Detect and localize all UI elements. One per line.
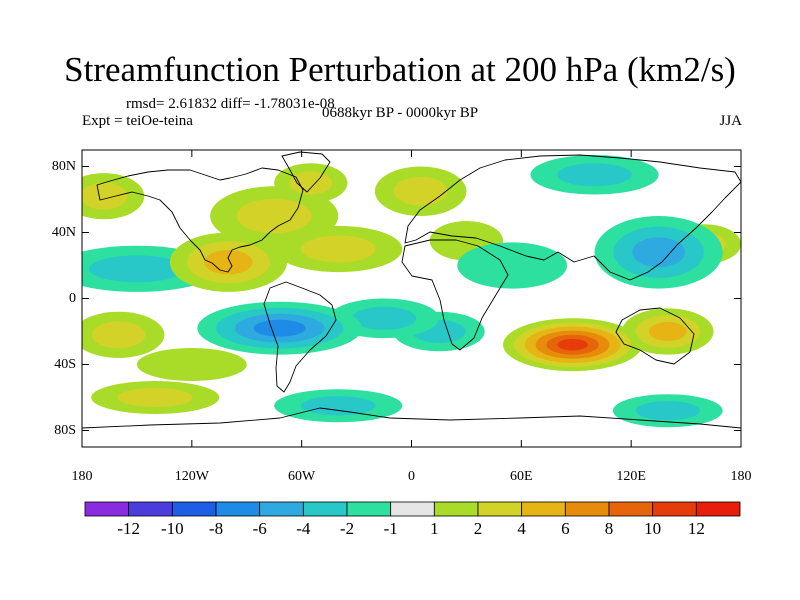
colorbar-swatch — [128, 501, 173, 517]
colorbar-label: 8 — [604, 519, 614, 538]
x-tick-label: 180 — [71, 469, 93, 484]
anomaly-contour — [300, 396, 376, 416]
anomaly-11 — [274, 389, 403, 423]
anomaly-3 — [82, 173, 145, 220]
colorbar-swatch — [84, 501, 130, 517]
anomaly-contour — [557, 338, 588, 351]
colorbar-label: 12 — [687, 519, 705, 538]
colorbar-swatch — [477, 501, 523, 517]
season-label: JJA — [719, 113, 742, 129]
colorbar-label: -12 — [117, 519, 140, 538]
colorbar-label: 4 — [517, 519, 526, 538]
anomaly-contour — [82, 182, 128, 210]
x-tick-label: 60W — [288, 469, 316, 484]
anomaly-18 — [169, 232, 288, 292]
colorbar-swatch — [521, 501, 566, 517]
anomaly-contour — [352, 306, 417, 330]
colorbar-swatch — [346, 501, 392, 517]
anomaly-9 — [612, 394, 723, 428]
anomaly-21 — [503, 318, 643, 372]
colorbar-swatch — [215, 501, 261, 517]
coastline-antarctica — [82, 407, 741, 429]
anomaly-contour — [91, 321, 146, 349]
coastline-europe-asia — [404, 154, 741, 281]
anomaly-contour — [632, 237, 686, 268]
coastline-australia — [615, 307, 695, 365]
y-tick-label: 80S — [54, 422, 76, 438]
anomaly-contour — [253, 319, 306, 337]
coastline-greenland — [281, 151, 331, 193]
colorbar-label: 1 — [430, 519, 439, 538]
y-tick-label: 0 — [69, 290, 76, 306]
anomaly-16 — [91, 381, 220, 414]
colorbar-swatch — [259, 501, 304, 517]
colorbar-swatch — [652, 501, 697, 517]
colorbar-label: -6 — [252, 519, 267, 538]
stats-text: rmsd= 2.61832 diff= -1.78031e-08 — [126, 96, 335, 112]
colorbar-swatch — [302, 501, 348, 517]
anomaly-contour — [635, 401, 700, 421]
anomaly-contour — [300, 235, 376, 263]
colorbar-label: -4 — [296, 519, 311, 538]
anomaly-contour — [393, 176, 448, 206]
coastline-south-america — [263, 281, 337, 393]
x-tick-label: 60E — [510, 469, 533, 484]
anomaly-15 — [82, 311, 165, 358]
anomaly-contour — [204, 249, 253, 275]
colorbar-swatch — [608, 501, 654, 517]
colorbar-swatch — [564, 501, 610, 517]
anomaly-5 — [374, 166, 467, 216]
anomaly-contour — [88, 255, 185, 283]
anomaly-contour — [457, 242, 568, 289]
anomaly-1 — [457, 242, 568, 289]
coastline-north-america — [96, 167, 304, 273]
anomaly-17 — [622, 308, 714, 355]
anomaly-contour — [236, 198, 312, 234]
anomaly-contour — [557, 163, 632, 187]
colorbar-swatch — [433, 501, 479, 517]
y-tick-label: 40S — [54, 356, 76, 372]
x-tick-label: 180 — [730, 469, 752, 484]
colorbar-swatch — [390, 501, 435, 517]
experiment-label: Expt = teiOe-teina — [82, 113, 193, 129]
colorbar-label: -2 — [339, 519, 355, 538]
colorbar-label: 2 — [473, 519, 483, 538]
y-tick-label: 40N — [51, 224, 76, 240]
anomaly-2 — [136, 348, 247, 381]
anomaly-contour — [648, 321, 687, 342]
colorbar-label: -8 — [208, 519, 224, 538]
x-tick-label: 120E — [616, 469, 646, 484]
anomaly-19 — [594, 216, 723, 289]
anomaly-20 — [197, 301, 363, 355]
anomaly-contour — [117, 387, 193, 408]
x-tick-label: 0 — [408, 469, 415, 484]
colorbar-label: -1 — [383, 519, 398, 538]
x-tick-label: 120W — [174, 469, 209, 484]
y-tick-label: 80N — [51, 158, 76, 174]
anomaly-contour — [289, 171, 333, 195]
coastline-africa — [401, 239, 509, 351]
colorbar-label: -10 — [160, 519, 184, 538]
chart-title: Streamfunction Perturbation at 200 hPa (… — [64, 50, 736, 89]
colorbar-label: 6 — [561, 519, 570, 538]
colorbar-label: 10 — [644, 519, 662, 538]
colorbar-swatch — [171, 501, 217, 517]
colorbar-swatch — [695, 501, 741, 517]
anomaly-contour — [136, 348, 247, 381]
period-label: 0688kyr BP - 0000kyr BP — [321, 105, 479, 121]
anomaly-14 — [530, 154, 659, 195]
anomaly-13 — [274, 163, 348, 203]
